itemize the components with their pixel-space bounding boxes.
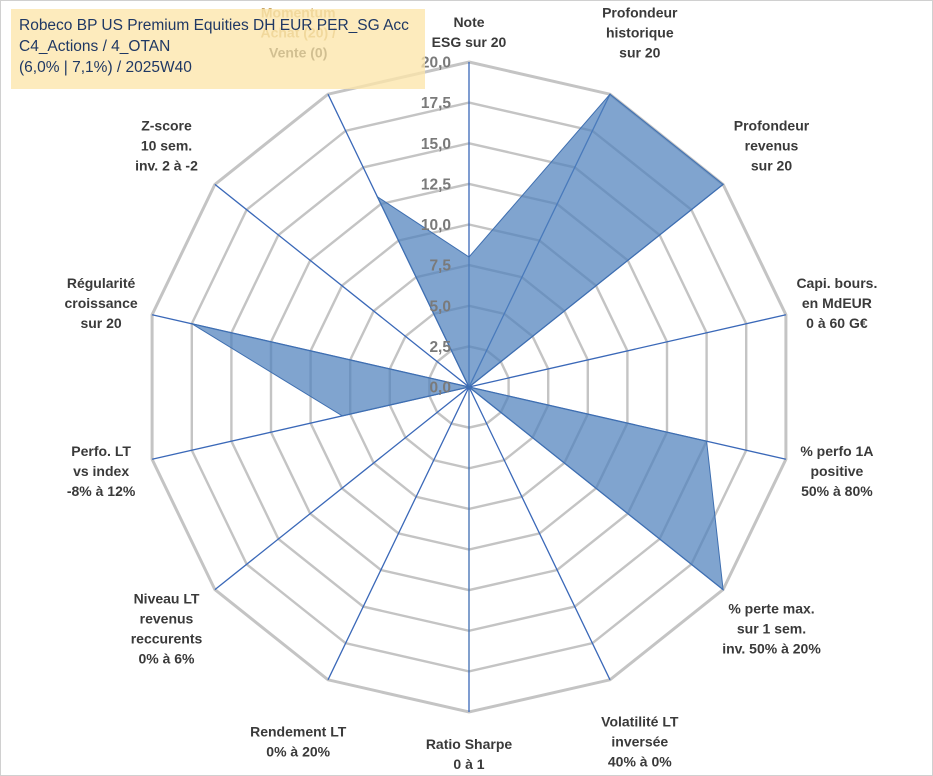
axis-spoke [214, 183, 470, 388]
axis-label: % perte max. sur 1 sem. inv. 50% à 20% [722, 600, 821, 656]
tick-label: 0,0 [429, 380, 451, 397]
axis-labels: Note ESG sur 20 Profondeur historique sur 20… [65, 4, 878, 772]
data-point [706, 440, 708, 442]
tick-label: 15,0 [421, 136, 451, 153]
tick-label: 12,5 [421, 176, 452, 193]
axis-label: Z-score 10 sem. inv. 2 à -2 [135, 118, 198, 174]
data-point [341, 415, 343, 417]
axis-label: Ratio Sharpe 0 à 1 [426, 736, 513, 772]
series-area [191, 93, 724, 673]
axis-spoke [214, 386, 470, 591]
data-point [722, 183, 724, 185]
data-point [468, 256, 470, 258]
data-point [722, 589, 724, 591]
radial-tick-labels: 0,0 2,5 5,0 7,5 10,0 12,5 15,0 17,5 20,0 [421, 55, 452, 397]
chart-title: Robeco BP US Premium Equities DH EUR PER… [19, 17, 409, 34]
series-area-0 [191, 93, 724, 672]
axis-label: Perfo. LT vs index -8% à 12% [67, 443, 136, 499]
axis-label: Capi. bours. en MdEUR 0 à 60 G€ [796, 275, 877, 331]
axis-label: Rendement LT 0% à 20% [250, 724, 347, 760]
axis-label: Niveau LT revenus reccurents 0% à 6% [131, 590, 203, 666]
tick-label: 10,0 [421, 217, 451, 234]
axis-spoke [468, 386, 611, 681]
chart-title-box: Robeco BP US Premium Equities DH EUR PER… [11, 9, 425, 89]
axis-label: Profondeur historique sur 20 [602, 4, 678, 60]
chart-subtitle-period: (6,0% | 7,1%) / 2025W40 [19, 59, 192, 76]
data-point [468, 670, 470, 673]
axis-label: % perfo 1A positive 50% à 80% [800, 443, 873, 499]
tick-label: 7,5 [429, 258, 451, 275]
tick-label: 20,0 [421, 55, 451, 72]
data-point [191, 323, 193, 325]
data-point [609, 93, 611, 95]
axis-spoke [327, 386, 470, 681]
data-point [468, 386, 470, 388]
axis-label: Régularité croissance sur 20 [65, 275, 138, 331]
axis-label: Volatilité LT inversée 40% à 0% [601, 714, 679, 770]
axis-label: Profondeur revenus sur 20 [734, 118, 810, 174]
tick-label: 5,0 [429, 298, 451, 315]
chart-subtitle-category: C4_Actions / 4_OTAN [19, 38, 171, 55]
tick-label: 2,5 [429, 339, 451, 356]
tick-label: 17,5 [421, 95, 452, 112]
axis-spoke [468, 314, 787, 388]
axis-label: Note ESG sur 20 [432, 14, 507, 50]
data-point [376, 196, 378, 198]
